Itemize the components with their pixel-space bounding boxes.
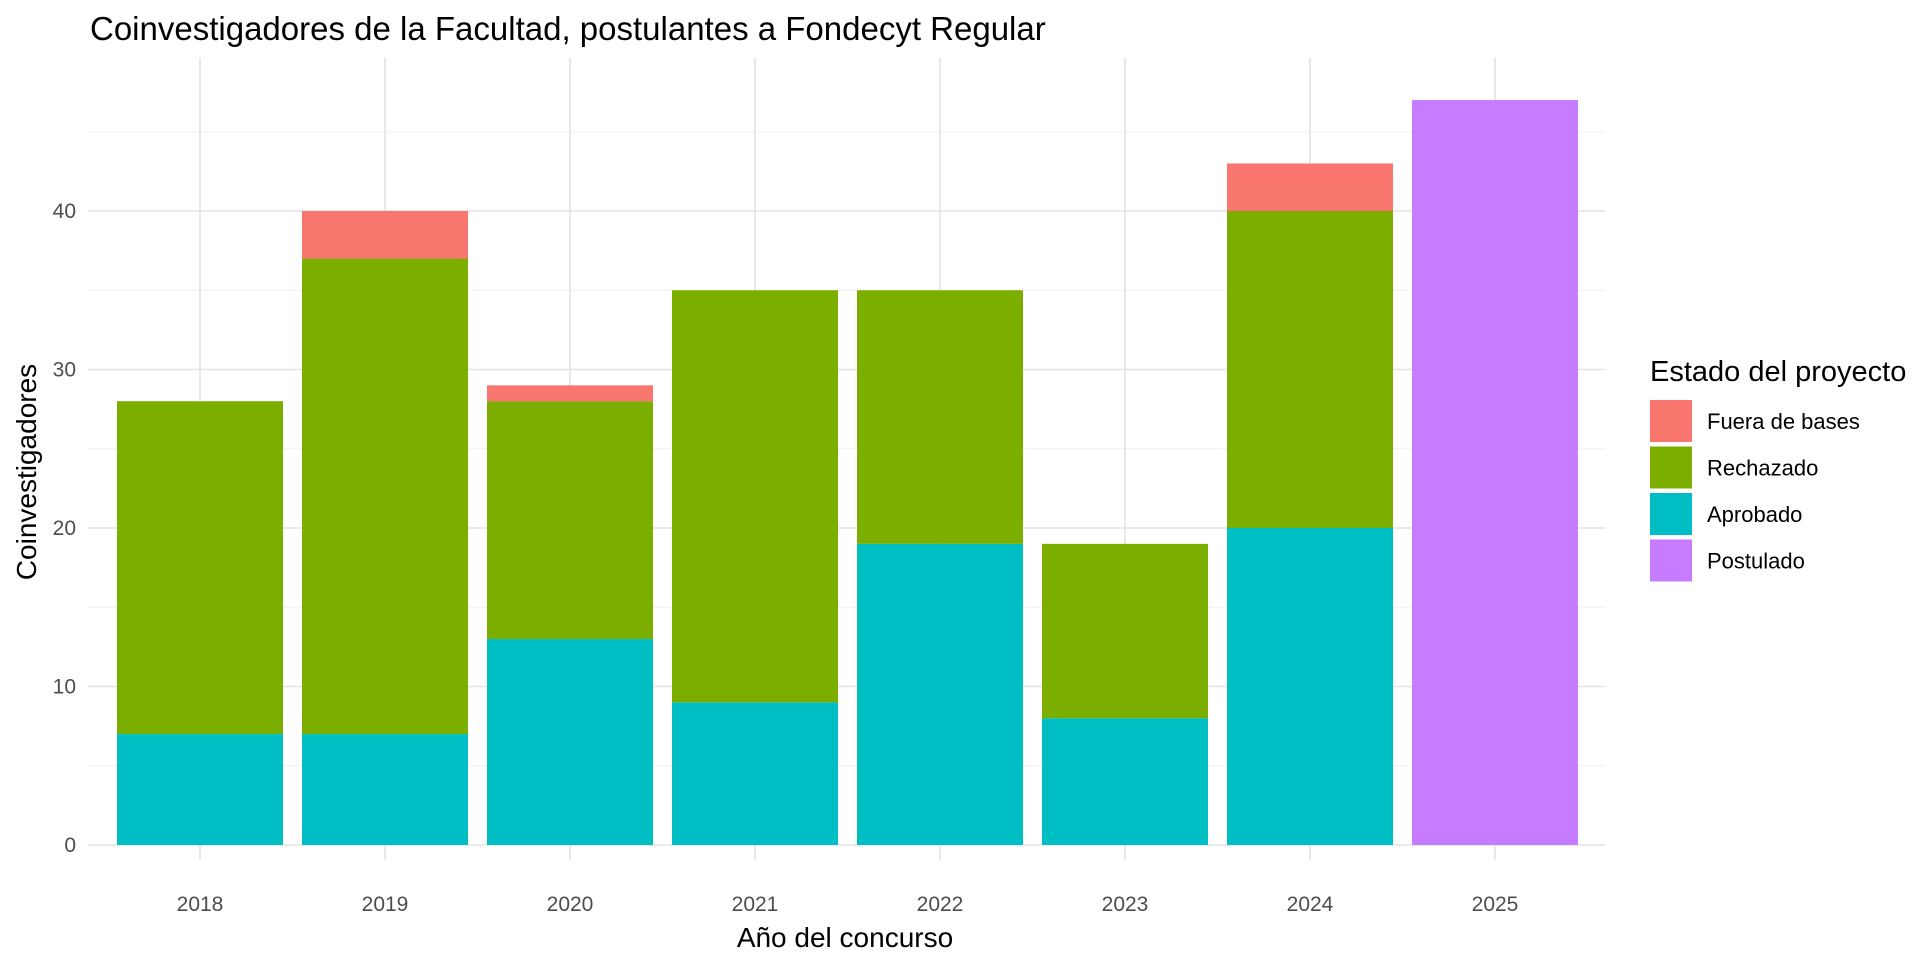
x-tick-labels: 2018 2019 2020 2021 2022 2023 2024 2025 [177, 893, 1519, 916]
legend-swatch [1650, 539, 1692, 582]
y-tick-label: 10 [53, 676, 76, 699]
bar-fuera-de-bases-2019 [302, 211, 468, 259]
bar-aprobado-2019 [302, 734, 468, 845]
y-tick-label: 20 [53, 517, 76, 540]
y-tick-label: 30 [53, 359, 76, 382]
y-tick-labels: 0 10 20 30 40 [53, 200, 76, 857]
bar-fuera-de-bases-2020 [487, 385, 653, 402]
x-tick-label: 2020 [547, 893, 594, 916]
x-tick-label: 2025 [1472, 893, 1519, 916]
bar-rechazado-2020 [487, 401, 653, 639]
x-tick-label: 2019 [362, 893, 409, 916]
x-tick-label: 2021 [732, 893, 779, 916]
x-axis-title: Año del concurso [737, 922, 953, 953]
legend-swatch [1650, 493, 1692, 535]
x-tick-label: 2022 [917, 893, 964, 916]
bar-aprobado-2021 [672, 702, 838, 845]
bar-rechazado-2024 [1227, 211, 1393, 528]
bar-aprobado-2024 [1227, 528, 1393, 845]
bar-aprobado-2020 [487, 638, 653, 845]
y-axis-title: Coinvestigadores [11, 364, 42, 580]
y-tick-label: 0 [64, 834, 76, 857]
y-tick-label: 40 [53, 200, 76, 223]
chart-title: Coinvestigadores de la Facultad, postula… [90, 10, 1046, 47]
bar-aprobado-2023 [1042, 718, 1208, 845]
legend-swatch [1650, 400, 1692, 442]
bar-fuera-de-bases-2024 [1227, 163, 1393, 211]
legend-label: Postulado [1707, 549, 1805, 574]
legend-swatch [1650, 446, 1692, 489]
legend-label: Rechazado [1707, 456, 1818, 481]
x-tick-label: 2024 [1287, 893, 1334, 916]
bar-rechazado-2021 [672, 290, 838, 703]
bar-rechazado-2022 [857, 290, 1023, 544]
x-tick-label: 2023 [1102, 893, 1149, 916]
bar-rechazado-2018 [117, 401, 283, 735]
bar-rechazado-2019 [302, 258, 468, 735]
bar-aprobado-2022 [857, 543, 1023, 845]
bars [117, 100, 1578, 846]
legend-label: Fuera de bases [1707, 409, 1860, 434]
bar-postulado-2025 [1412, 100, 1578, 846]
bar-rechazado-2023 [1042, 543, 1208, 719]
x-tick-label: 2018 [177, 893, 224, 916]
legend-title: Estado del proyecto [1650, 356, 1906, 388]
legend-label: Aprobado [1707, 502, 1802, 527]
legend: Estado del proyecto Fuera de bases Rechaz… [1650, 356, 1906, 582]
bar-aprobado-2018 [117, 734, 283, 845]
